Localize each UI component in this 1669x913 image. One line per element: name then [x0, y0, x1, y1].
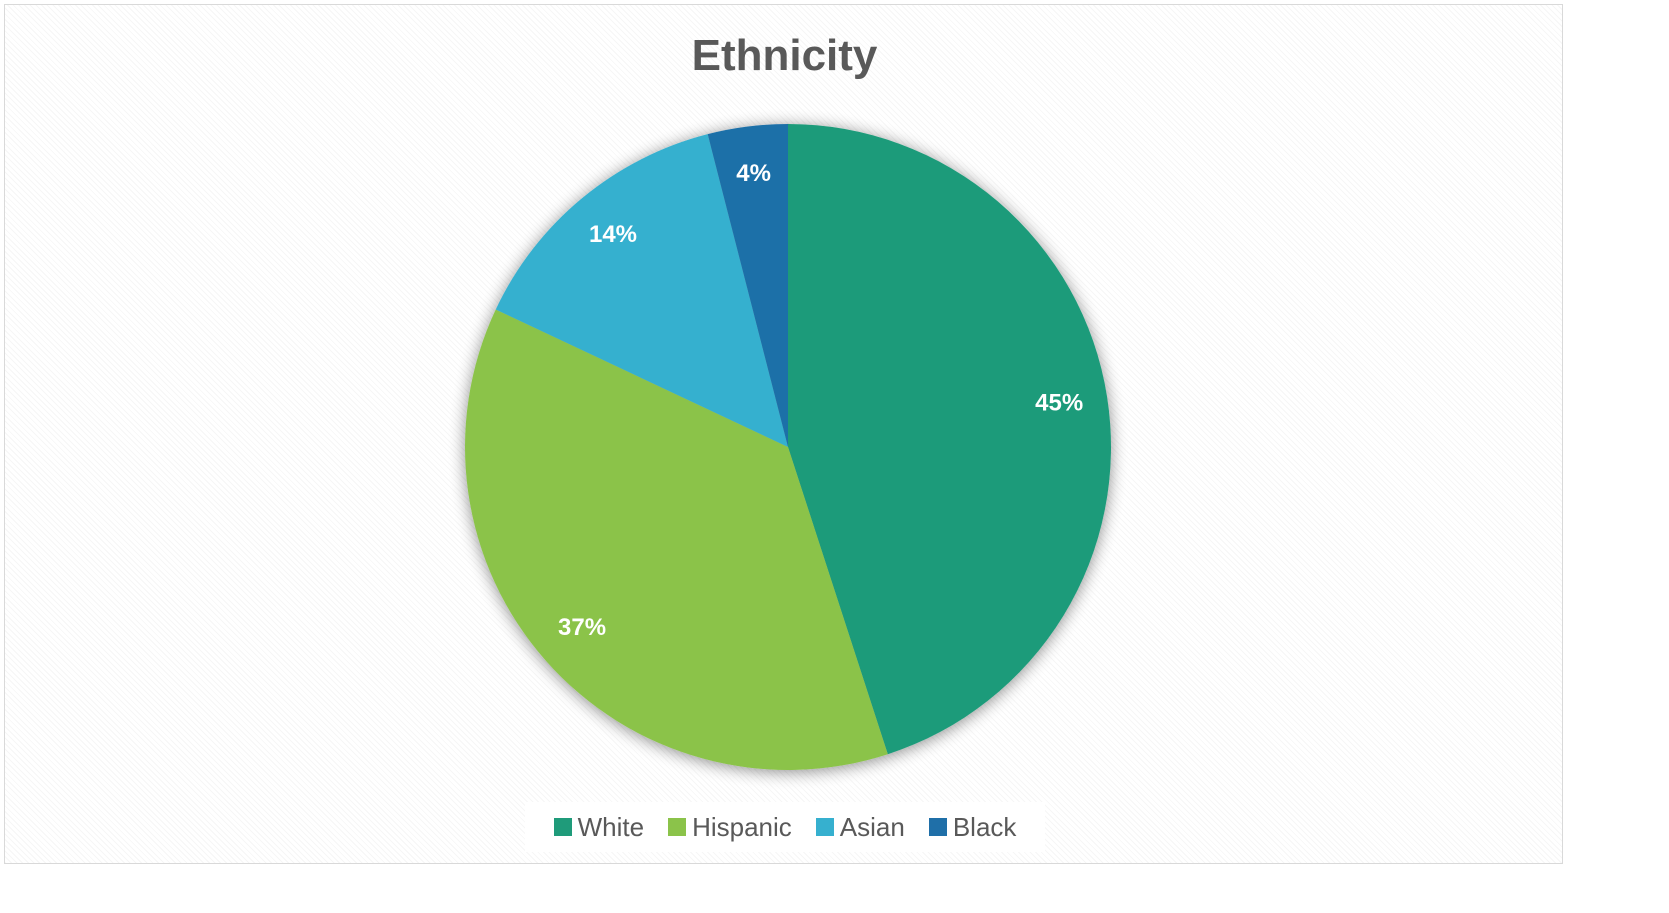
legend-item-hispanic: Hispanic: [668, 812, 792, 843]
data-label-hispanic: 37%: [558, 614, 606, 641]
legend-item-asian: Asian: [815, 811, 905, 843]
pie-chart: 45% 37% 14% 4%: [465, 124, 1111, 770]
pie-slice-black: [707, 124, 788, 447]
legend-swatch-hispanic: [668, 818, 687, 836]
legend: White Hispanic Asian Black: [525, 802, 1045, 852]
legend-label-asian: Asian: [839, 811, 905, 842]
data-label-white: 45%: [1035, 389, 1083, 416]
pie-slice-hispanic: [465, 309, 888, 770]
data-label-asian: 14%: [589, 221, 637, 248]
chart-area: Ethnicity 45% 37% 14% 4% White Hispanic Asi…: [4, 4, 1563, 864]
legend-swatch-asian: [815, 818, 834, 836]
pie-slice-asian: [495, 134, 788, 447]
legend-swatch-white: [553, 818, 572, 836]
chart-title: Ethnicity: [691, 31, 878, 80]
legend-swatch-black: [928, 818, 947, 836]
legend-item-black: Black: [928, 811, 1017, 843]
pie-slice-white: [788, 124, 1111, 755]
legend-label-black: Black: [952, 811, 1017, 842]
data-label-black: 4%: [736, 160, 771, 187]
legend-label-hispanic: Hispanic: [692, 811, 792, 842]
legend-item-white: White: [553, 811, 645, 843]
legend-label-white: White: [577, 811, 645, 842]
